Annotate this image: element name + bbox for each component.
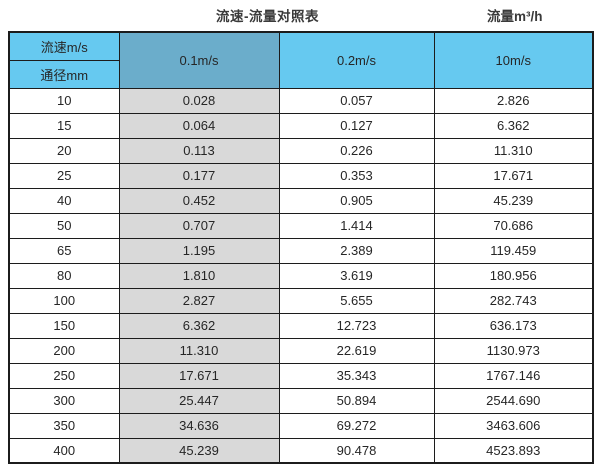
flow-value-cell: 35.343 — [278, 362, 435, 389]
flow-value-cell: 11.310 — [118, 337, 280, 364]
flow-value-cell: 1130.973 — [433, 337, 594, 364]
flow-value-cell: 119.459 — [433, 237, 594, 264]
table-row: 300 25.447 50.894 2544.690 — [8, 387, 594, 414]
flow-value-cell: 4523.893 — [433, 437, 594, 464]
table-row: 150 6.362 12.723 636.173 — [8, 312, 594, 339]
diameter-cell: 300 — [8, 387, 120, 414]
flow-value-cell: 0.057 — [278, 87, 435, 114]
column-header-10ms: 10m/s — [433, 31, 594, 89]
diameter-cell: 80 — [8, 262, 120, 289]
table-row: 20 0.113 0.226 11.310 — [8, 137, 594, 164]
flow-value-cell: 1.810 — [118, 262, 280, 289]
flow-value-cell: 6.362 — [433, 112, 594, 139]
diameter-cell: 200 — [8, 337, 120, 364]
flow-value-cell: 0.127 — [278, 112, 435, 139]
table-row: 100 2.827 5.655 282.743 — [8, 287, 594, 314]
table-row: 40 0.452 0.905 45.239 — [8, 187, 594, 214]
diameter-cell: 15 — [8, 112, 120, 139]
flow-value-cell: 282.743 — [433, 287, 594, 314]
corner-diameter-label: 通径mm — [8, 59, 120, 89]
table-row: 200 11.310 22.619 1130.973 — [8, 337, 594, 364]
flow-value-cell: 0.353 — [278, 162, 435, 189]
flow-value-cell: 1.414 — [278, 212, 435, 239]
flow-value-cell: 2544.690 — [433, 387, 594, 414]
header-row-diameter: 通径mm — [8, 59, 593, 89]
table-row: 15 0.064 0.127 6.362 — [8, 112, 594, 139]
flow-value-cell: 2.826 — [433, 87, 594, 114]
flow-table-body: 10 0.028 0.057 2.826 15 0.064 0.127 6.362 20 0.11… — [8, 87, 594, 464]
table-row: 250 17.671 35.343 1767.146 — [8, 362, 594, 389]
flow-value-cell: 3463.606 — [433, 412, 594, 439]
table-row: 25 0.177 0.353 17.671 — [8, 162, 594, 189]
table-row: 400 45.239 90.478 4523.893 — [8, 437, 594, 464]
table-row: 350 34.636 69.272 3463.606 — [8, 412, 594, 439]
table-row: 50 0.707 1.414 70.686 — [8, 212, 594, 239]
flow-value-cell: 90.478 — [278, 437, 435, 464]
header-row-velocity: 流速m/s 0.1m/s 0.2m/s 10m/s — [8, 31, 594, 89]
corner-velocity-label: 流速m/s — [8, 31, 120, 61]
flow-value-cell: 17.671 — [118, 362, 280, 389]
flow-value-cell: 0.064 — [118, 112, 280, 139]
column-header-0-2ms: 0.2m/s — [278, 31, 435, 89]
diameter-cell: 20 — [8, 137, 120, 164]
table-row: 80 1.810 3.619 180.956 — [8, 262, 594, 289]
flow-value-cell: 0.226 — [278, 137, 435, 164]
flow-value-cell: 2.389 — [278, 237, 435, 264]
flow-value-cell: 180.956 — [433, 262, 594, 289]
flow-value-cell: 1.195 — [118, 237, 280, 264]
flow-value-cell: 11.310 — [433, 137, 594, 164]
column-header-0-1ms: 0.1m/s — [118, 31, 280, 89]
flow-value-cell: 1767.146 — [433, 362, 594, 389]
table-row: 10 0.028 0.057 2.826 — [8, 87, 594, 114]
diameter-cell: 65 — [8, 237, 120, 264]
flow-value-cell: 45.239 — [433, 187, 594, 214]
diameter-cell: 400 — [8, 437, 120, 464]
flow-value-cell: 0.452 — [118, 187, 280, 214]
flow-value-cell: 22.619 — [278, 337, 435, 364]
flow-value-cell: 70.686 — [433, 212, 594, 239]
flow-value-cell: 69.272 — [278, 412, 435, 439]
table-row: 65 1.195 2.389 119.459 — [8, 237, 594, 264]
flow-value-cell: 5.655 — [278, 287, 435, 314]
flow-value-cell: 34.636 — [118, 412, 280, 439]
diameter-cell: 250 — [8, 362, 120, 389]
flow-rate-unit-label: 流量m³/h — [487, 9, 543, 24]
flow-value-cell: 50.894 — [278, 387, 435, 414]
flow-value-cell: 636.173 — [433, 312, 594, 339]
flow-value-cell: 3.619 — [278, 262, 435, 289]
flow-value-cell: 45.239 — [118, 437, 280, 464]
flow-value-cell: 0.177 — [118, 162, 280, 189]
flow-value-cell: 17.671 — [433, 162, 594, 189]
diameter-cell: 100 — [8, 287, 120, 314]
flow-conversion-table: 流速m/s 0.1m/s 0.2m/s 10m/s 通径mm 10 0.028 0.… — [8, 31, 594, 464]
flow-value-cell: 0.905 — [278, 187, 435, 214]
flow-value-cell: 6.362 — [118, 312, 280, 339]
diameter-cell: 350 — [8, 412, 120, 439]
flow-value-cell: 25.447 — [118, 387, 280, 414]
flow-value-cell: 2.827 — [118, 287, 280, 314]
diameter-cell: 10 — [8, 87, 120, 114]
diameter-cell: 50 — [8, 212, 120, 239]
flow-value-cell: 0.707 — [118, 212, 280, 239]
diameter-cell: 25 — [8, 162, 120, 189]
flow-table-head: 流速m/s 0.1m/s 0.2m/s 10m/s 通径mm — [8, 31, 594, 89]
flow-value-cell: 0.028 — [118, 87, 280, 114]
flow-value-cell: 12.723 — [278, 312, 435, 339]
diameter-cell: 40 — [8, 187, 120, 214]
page-title: 流速-流量对照表 — [216, 9, 319, 24]
flow-value-cell: 0.113 — [118, 137, 280, 164]
diameter-cell: 150 — [8, 312, 120, 339]
